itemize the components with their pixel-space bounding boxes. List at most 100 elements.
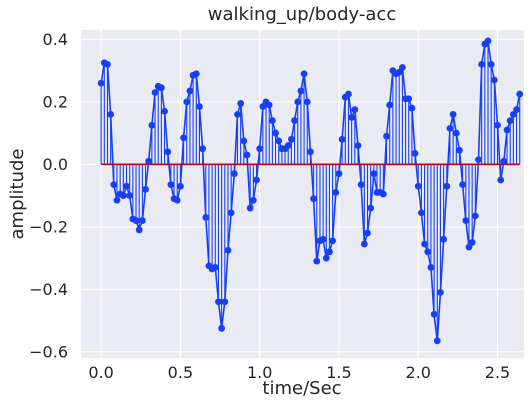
y-axis-label: amplitude (7, 149, 28, 240)
y-tick-label: 0.2 (43, 92, 68, 111)
data-point (430, 310, 438, 318)
data-point (275, 137, 283, 145)
data-point (199, 145, 207, 153)
data-point (253, 176, 260, 184)
data-point (177, 182, 184, 190)
data-point (211, 264, 219, 271)
data-point (157, 84, 165, 92)
data-point (148, 121, 156, 129)
data-point (240, 137, 248, 145)
data-point (427, 264, 435, 271)
data-point (135, 226, 143, 234)
data-point (249, 196, 257, 204)
data-point (329, 237, 337, 245)
stem-series (97, 37, 524, 345)
data-point (471, 212, 479, 220)
data-point (405, 95, 413, 103)
data-point (348, 114, 356, 121)
data-point (360, 240, 368, 248)
data-point (300, 70, 308, 78)
data-point (449, 110, 457, 118)
data-point (354, 142, 362, 149)
data-point (192, 70, 200, 78)
data-point (145, 157, 153, 165)
data-point (408, 104, 416, 112)
data-point (433, 337, 441, 345)
data-point (383, 132, 390, 140)
data-point (516, 90, 524, 98)
y-tick-label: −0.4 (29, 280, 68, 299)
data-point (468, 239, 476, 246)
x-tick-label: 0.0 (88, 363, 113, 382)
data-point (446, 124, 454, 132)
data-point (167, 181, 175, 189)
tick-labels: 0.0 0.5 1.0 1.5 2.0 2.5 −0.6 −0.4 −0.2 0.0 0.2 0.4 (29, 30, 510, 382)
data-point (186, 87, 194, 95)
data-point (494, 121, 501, 129)
data-point (322, 254, 330, 262)
data-point (126, 192, 134, 199)
data-point (503, 126, 511, 134)
data-point (237, 100, 245, 107)
y-tick-label: 0.0 (43, 155, 68, 174)
data-point (224, 246, 232, 254)
data-point (386, 101, 394, 109)
data-point (456, 146, 463, 154)
data-point (462, 217, 470, 224)
data-point (227, 209, 235, 217)
data-point (319, 235, 327, 243)
data-point (418, 209, 425, 217)
data-point (104, 60, 111, 68)
data-point (440, 235, 448, 243)
data-point (370, 170, 378, 178)
y-tick-label: −0.2 (29, 217, 68, 236)
data-point (97, 79, 105, 87)
data-point (351, 106, 359, 114)
x-tick-label: 0.5 (168, 363, 193, 382)
data-point (230, 170, 238, 178)
data-point (475, 156, 482, 164)
data-point (265, 101, 273, 109)
data-point (202, 214, 210, 221)
data-point (332, 189, 340, 196)
data-point (379, 190, 387, 198)
data-point (173, 196, 181, 204)
data-point (364, 229, 371, 237)
data-point (138, 217, 146, 224)
data-point (288, 135, 295, 143)
data-point (284, 142, 292, 149)
data-point (151, 89, 159, 96)
y-tick-label: 0.4 (43, 30, 68, 49)
x-axis-label: time/Sec (262, 378, 341, 399)
data-point (326, 248, 333, 256)
data-point (268, 117, 276, 124)
data-point (484, 37, 492, 45)
data-point (452, 129, 460, 137)
x-tick-label: 2.0 (406, 363, 431, 382)
x-tick-label: 1.5 (326, 363, 351, 382)
data-point (490, 76, 498, 84)
data-point (161, 107, 168, 115)
data-point (246, 204, 254, 212)
data-point (459, 181, 467, 189)
data-point (297, 87, 305, 95)
data-point (398, 64, 406, 71)
data-point (478, 60, 486, 68)
data-point (367, 204, 375, 212)
data-point (307, 148, 314, 156)
data-point (506, 117, 514, 124)
data-point (256, 145, 264, 153)
data-point (313, 257, 321, 265)
data-point (123, 182, 130, 190)
x-tick-label: 2.5 (485, 363, 510, 382)
data-point (414, 182, 422, 190)
data-point (119, 192, 127, 199)
data-point (500, 157, 508, 165)
data-point (294, 98, 302, 106)
data-point (513, 106, 520, 114)
data-point (310, 195, 317, 203)
data-point (218, 324, 226, 332)
data-point (443, 182, 451, 190)
data-point (142, 185, 149, 193)
